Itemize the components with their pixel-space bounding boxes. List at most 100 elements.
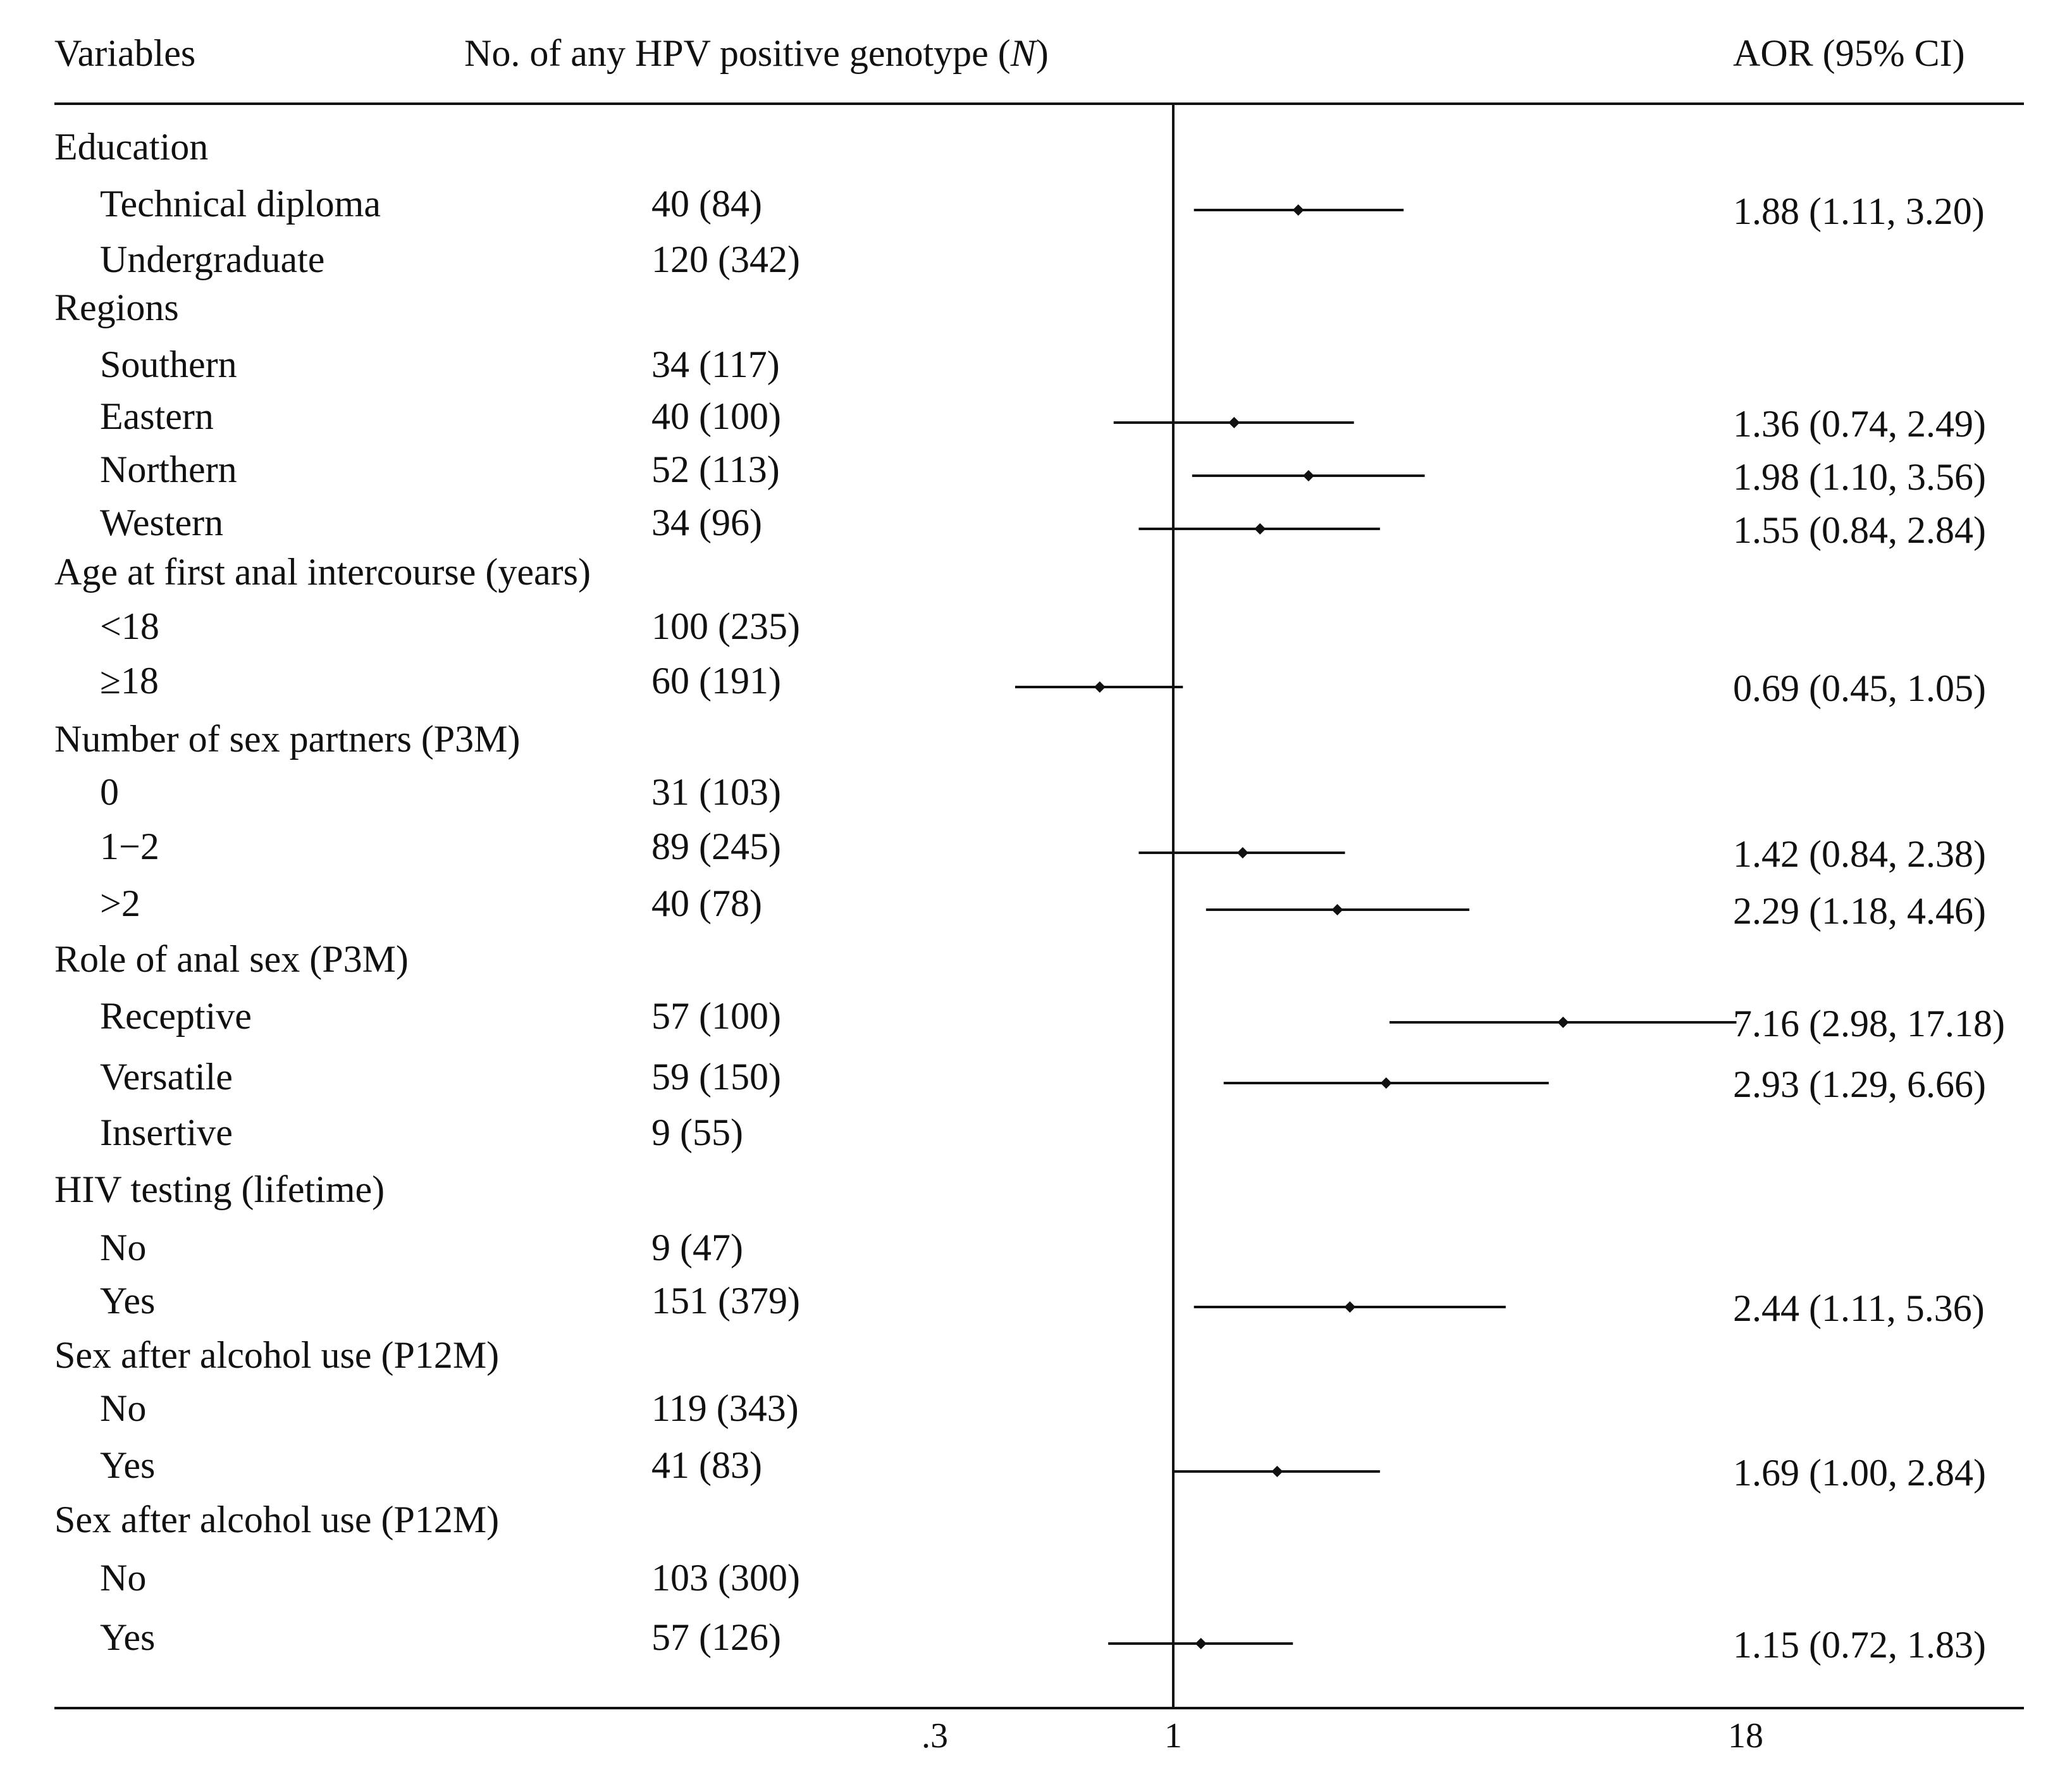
header-count-close: ) (1036, 32, 1049, 74)
row-count: 120 (342) (651, 238, 800, 280)
point-estimate (1094, 681, 1106, 693)
table-row: 1−2 89 (245) 1.42 (0.84, 2.38) (100, 826, 1986, 875)
point-estimate (1195, 1638, 1207, 1649)
row-count: 60 (191) (651, 660, 781, 702)
table-rows: Education Technical diploma 40 (84) 1.88 (1… (54, 126, 2005, 1666)
row-label: Versatile (100, 1056, 233, 1098)
row-label: Yes (100, 1280, 155, 1322)
point-estimate (1344, 1301, 1356, 1313)
row-count: 57 (126) (651, 1616, 781, 1658)
ci-marks (1014, 204, 1737, 1649)
table-row: Yes 57 (126) 1.15 (0.72, 1.83) (100, 1616, 1986, 1666)
row-aor: 1.55 (0.84, 2.84) (1733, 509, 1986, 551)
row-count: 9 (47) (651, 1227, 743, 1268)
row-count: 40 (100) (651, 395, 781, 437)
row-count: 52 (113) (651, 449, 780, 490)
table-row: Eastern 40 (100) 1.36 (0.74, 2.49) (100, 395, 1986, 445)
row-label: ≥18 (100, 660, 159, 702)
row-label: Southern (100, 344, 237, 385)
table-row: No 103 (300) (100, 1557, 800, 1599)
group-row: Age at first anal intercourse (years) (54, 551, 591, 593)
table-row: Receptive 57 (100) 7.16 (2.98, 17.18) (100, 995, 2005, 1044)
row-count: 151 (379) (651, 1280, 800, 1322)
header-aor: AOR (95% CI) (1733, 32, 1965, 74)
row-aor: 7.16 (2.98, 17.18) (1733, 1003, 2005, 1044)
x-tick-label: 18 (1728, 1716, 1763, 1756)
row-count: 57 (100) (651, 995, 781, 1037)
table-row: Western 34 (96) 1.55 (0.84, 2.84) (100, 502, 1986, 551)
row-label: No (100, 1227, 146, 1268)
row-aor: 0.69 (0.45, 1.05) (1733, 667, 1986, 709)
row-label: No (100, 1557, 146, 1599)
group-label: Regions (54, 287, 179, 328)
row-count: 31 (103) (651, 771, 781, 813)
table-row: Versatile 59 (150) 2.93 (1.29, 6.66) (100, 1056, 1986, 1105)
row-aor: 1.36 (0.74, 2.49) (1733, 403, 1986, 445)
row-count: 41 (83) (651, 1444, 762, 1486)
group-row: Sex after alcohol use (P12M) (54, 1499, 499, 1540)
table-row: Yes 41 (83) 1.69 (1.00, 2.84) (100, 1444, 1986, 1494)
row-aor: 1.15 (0.72, 1.83) (1733, 1624, 1986, 1666)
x-axis-ticks: .3 1 18 (922, 1716, 1763, 1756)
row-label: 1−2 (100, 826, 159, 867)
row-aor: 2.29 (1.18, 4.46) (1733, 890, 1986, 932)
table-row: Technical diploma 40 (84) 1.88 (1.11, 3.20… (100, 183, 1985, 232)
row-label: Yes (100, 1616, 155, 1658)
row-label: Eastern (100, 395, 214, 437)
group-label: Role of anal sex (P3M) (54, 938, 409, 980)
row-label: Insertive (100, 1112, 233, 1153)
group-label: Number of sex partners (P3M) (54, 718, 521, 760)
row-count: 119 (343) (651, 1387, 799, 1429)
table-row: <18 100 (235) (100, 605, 800, 647)
point-estimate (1292, 204, 1304, 216)
row-count: 89 (245) (651, 826, 781, 867)
group-row: HIV testing (lifetime) (54, 1168, 385, 1210)
row-label: Western (100, 502, 223, 543)
row-label: Technical diploma (100, 183, 381, 225)
group-row: Role of anal sex (P3M) (54, 938, 409, 980)
header-count: No. of any HPV positive genotype (N) (464, 32, 1049, 74)
group-row: Regions (54, 287, 179, 328)
point-estimate (1302, 470, 1314, 481)
x-tick-label: .3 (922, 1716, 948, 1756)
group-label: HIV testing (lifetime) (54, 1168, 385, 1210)
row-aor: 2.93 (1.29, 6.66) (1733, 1063, 1986, 1105)
row-label: No (100, 1387, 146, 1429)
group-row: Sex after alcohol use (P12M) (54, 1334, 499, 1376)
point-estimate (1236, 847, 1249, 858)
x-tick-label: 1 (1164, 1716, 1182, 1756)
group-label: Sex after alcohol use (P12M) (54, 1334, 499, 1376)
row-count: 34 (96) (651, 502, 762, 543)
row-count: 9 (55) (651, 1112, 743, 1153)
row-count: 59 (150) (651, 1056, 781, 1098)
group-label: Sex after alcohol use (P12M) (54, 1499, 499, 1540)
table-row: >2 40 (78) 2.29 (1.18, 4.46) (100, 883, 1986, 932)
row-label: Undergraduate (100, 238, 324, 280)
row-aor: 1.98 (1.10, 3.56) (1733, 456, 1986, 498)
point-estimate (1380, 1077, 1392, 1089)
point-estimate (1557, 1017, 1569, 1028)
point-estimate (1271, 1466, 1283, 1477)
header-variables: Variables (54, 32, 195, 74)
row-aor: 2.44 (1.11, 5.36) (1733, 1287, 1985, 1329)
point-estimate (1228, 417, 1240, 428)
row-aor: 1.42 (0.84, 2.38) (1733, 833, 1986, 875)
group-row: Education (54, 126, 208, 168)
header-count-label: No. of any HPV positive genotype ( (464, 32, 1011, 74)
row-label: Receptive (100, 995, 252, 1037)
row-label: >2 (100, 883, 140, 924)
row-count: 103 (300) (651, 1557, 800, 1599)
row-label: Yes (100, 1444, 155, 1486)
header-count-n: N (1010, 32, 1038, 74)
row-label: Northern (100, 449, 237, 490)
point-estimate (1331, 904, 1343, 915)
row-aor: 1.88 (1.11, 3.20) (1733, 190, 1985, 232)
row-aor: 1.69 (1.00, 2.84) (1733, 1452, 1986, 1494)
table-row: Undergraduate 120 (342) (100, 238, 800, 280)
point-estimate (1254, 523, 1266, 535)
row-count: 34 (117) (651, 344, 780, 385)
table-row: Southern 34 (117) (100, 344, 780, 385)
table-row: Northern 52 (113) 1.98 (1.10, 3.56) (100, 449, 1986, 498)
table-row: 0 31 (103) (100, 771, 781, 813)
